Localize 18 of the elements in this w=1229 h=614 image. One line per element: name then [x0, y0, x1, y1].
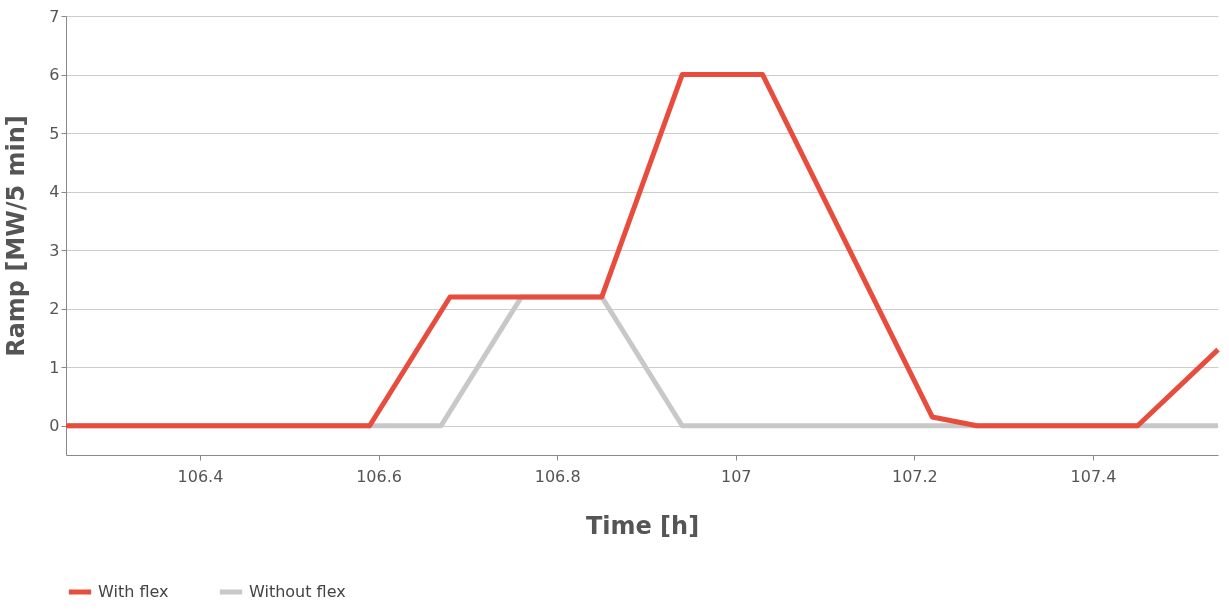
- y-tick-label: 4: [49, 182, 60, 202]
- y-tick-label: 6: [49, 65, 60, 85]
- x-tick-label: 107: [720, 466, 752, 486]
- x-tick-label: 106.6: [356, 466, 402, 486]
- x-axis-title: Time [h]: [585, 511, 700, 540]
- y-tick-label: 3: [49, 240, 60, 260]
- x-tick-label: 107.2: [891, 466, 938, 486]
- y-tick-label: 1: [49, 357, 60, 377]
- y-tick-label: 2: [49, 299, 60, 319]
- legend-label: Without flex: [249, 582, 346, 601]
- y-axis-title: Ramp [MW/5 min]: [2, 115, 31, 357]
- legend-label: With flex: [98, 582, 169, 601]
- x-tick-label: 106.4: [177, 466, 224, 486]
- x-tick-label: 107.4: [1070, 466, 1117, 486]
- y-tick-label: 5: [49, 123, 60, 143]
- y-tick-label: 7: [49, 6, 60, 26]
- y-tick-label: 0: [49, 416, 60, 436]
- x-tick-label: 106.8: [534, 466, 581, 486]
